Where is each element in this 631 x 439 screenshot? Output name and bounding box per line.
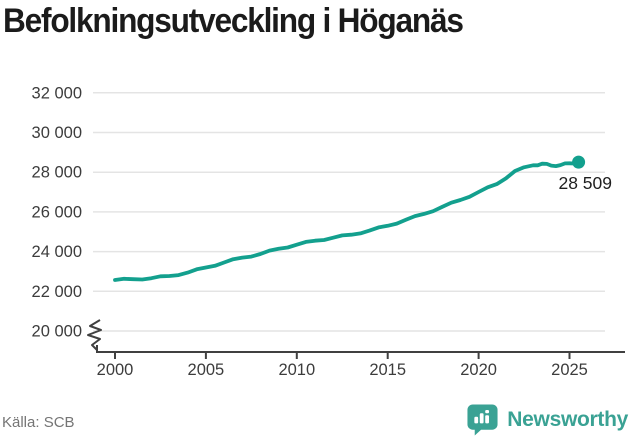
x-axis-tick-label: 2000 bbox=[97, 361, 134, 379]
y-axis-tick-label: 32 000 bbox=[32, 84, 82, 102]
bar-2 bbox=[480, 413, 484, 424]
y-axis-tick-label: 24 000 bbox=[32, 243, 82, 261]
y-axis-tick-label: 20 000 bbox=[32, 323, 82, 341]
series-end-dot bbox=[572, 155, 586, 169]
source-label: Källa: SCB bbox=[2, 414, 75, 431]
y-axis-tick-label: 28 000 bbox=[32, 164, 82, 182]
y-axis-tick-label: 26 000 bbox=[32, 203, 82, 221]
y-axis-tick-label: 22 000 bbox=[32, 283, 82, 301]
exclamation-dot bbox=[485, 409, 490, 414]
x-axis-tick-label: 2025 bbox=[551, 361, 588, 379]
x-axis-tick-label: 2010 bbox=[278, 361, 315, 379]
x-axis-line bbox=[96, 345, 625, 353]
bar-3 bbox=[485, 415, 490, 424]
y-axis-tick-label: 30 000 bbox=[32, 124, 82, 142]
newsworthy-brand-link[interactable]: Newsworthy bbox=[466, 403, 628, 436]
y-axis-break-icon bbox=[87, 319, 102, 351]
newsworthy-bubble-chart-icon bbox=[467, 404, 498, 436]
population-line-chart: 20 000 22 000 24 000 26 000 28 000 30 000 32 0… bbox=[32, 84, 625, 379]
bar-1 bbox=[474, 416, 479, 424]
newsworthy-wordmark: Newsworthy bbox=[507, 407, 628, 431]
population-series-line bbox=[113, 160, 581, 282]
x-axis-tick-label: 2005 bbox=[188, 361, 225, 379]
x-axis-tick-label: 2015 bbox=[369, 361, 406, 379]
x-axis-tick-label: 2020 bbox=[460, 361, 497, 379]
end-value-label: 28 509 bbox=[558, 173, 612, 193]
chart-title: Befolkningsutveckling i Höganäs bbox=[3, 2, 464, 40]
